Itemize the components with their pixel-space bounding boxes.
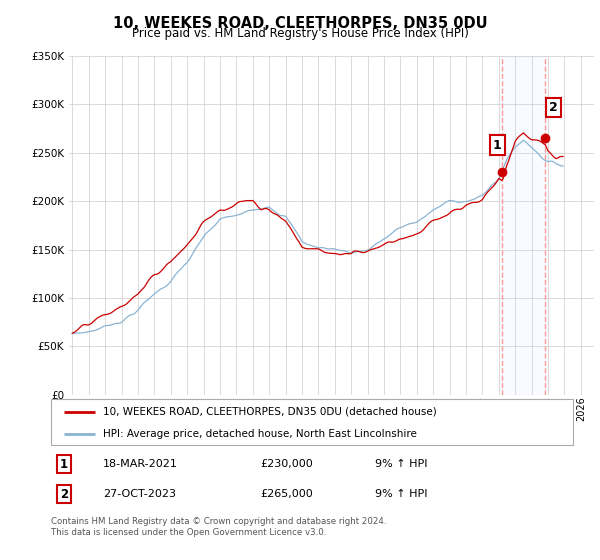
Text: 10, WEEKES ROAD, CLEETHORPES, DN35 0DU: 10, WEEKES ROAD, CLEETHORPES, DN35 0DU [113,16,487,31]
Text: 1: 1 [60,458,68,470]
Text: 2: 2 [60,488,68,501]
Text: 1: 1 [493,138,502,152]
Text: 27-OCT-2023: 27-OCT-2023 [103,489,176,500]
Text: Price paid vs. HM Land Registry's House Price Index (HPI): Price paid vs. HM Land Registry's House … [131,27,469,40]
Text: 2: 2 [549,101,557,114]
Text: £230,000: £230,000 [260,459,313,469]
Text: 9% ↑ HPI: 9% ↑ HPI [374,459,427,469]
Bar [502,56,545,395]
Text: £265,000: £265,000 [260,489,313,500]
Text: 18-MAR-2021: 18-MAR-2021 [103,459,178,469]
Text: Contains HM Land Registry data © Crown copyright and database right 2024.
This d: Contains HM Land Registry data © Crown c… [51,517,386,537]
Text: 10, WEEKES ROAD, CLEETHORPES, DN35 0DU (detached house): 10, WEEKES ROAD, CLEETHORPES, DN35 0DU (… [103,407,437,417]
Text: HPI: Average price, detached house, North East Lincolnshire: HPI: Average price, detached house, Nort… [103,429,417,438]
Text: 9% ↑ HPI: 9% ↑ HPI [374,489,427,500]
